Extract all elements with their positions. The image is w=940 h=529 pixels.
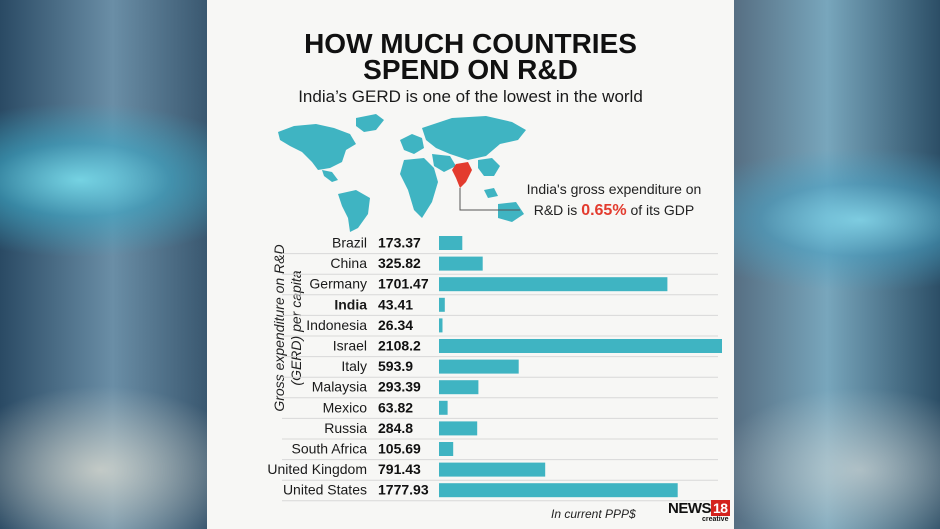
category-label: India: [334, 296, 367, 312]
title-line-1: HOW MUCH COUNTRIES: [304, 28, 637, 59]
category-label: Mexico: [323, 399, 368, 415]
category-label: Israel: [333, 338, 367, 354]
subtitle: India’s GERD is one of the lowest in the…: [298, 87, 643, 106]
logo-text: NEWS: [668, 500, 712, 517]
bar: [439, 400, 448, 415]
category-label: United States: [283, 482, 367, 498]
value-label: 325.82: [378, 255, 421, 271]
india-highlight: [452, 162, 472, 188]
value-label: 293.39: [378, 379, 421, 395]
bar: [439, 297, 445, 312]
callout-line-1: India's gross expenditure on: [526, 181, 702, 197]
bar: [439, 256, 483, 271]
callout-suffix: of its GDP: [626, 202, 695, 218]
category-label: Russia: [324, 420, 367, 436]
category-label: Malaysia: [312, 379, 367, 395]
unit-note: In current PPP$: [551, 507, 636, 521]
value-label: 105.69: [378, 441, 421, 457]
gdp-percent-value: 0.65%: [581, 202, 627, 219]
value-label: 43.41: [378, 296, 413, 312]
news18-logo: NEWS 18 creative: [668, 500, 730, 524]
category-label: Indonesia: [306, 317, 367, 333]
category-label: United Kingdom: [267, 461, 367, 477]
category-label: China: [330, 255, 367, 271]
value-label: 284.8: [378, 420, 413, 436]
bar: [439, 236, 463, 250]
bar: [439, 442, 454, 456]
value-label: 63.82: [378, 399, 413, 415]
callout-note: India's gross expenditure on R&D is 0.65…: [500, 179, 728, 221]
logo-number: 18: [711, 500, 730, 516]
category-label: Italy: [341, 358, 367, 374]
value-label: 593.9: [378, 358, 413, 374]
callout-prefix: R&D is: [533, 202, 582, 218]
category-label: South Africa: [292, 441, 368, 457]
bar: [439, 462, 546, 477]
value-label: 1701.47: [378, 276, 429, 292]
bar: [439, 359, 519, 374]
world-map-icon: [278, 114, 526, 232]
logo-sub: creative: [702, 516, 729, 523]
value-label: 791.43: [378, 461, 421, 477]
bar: [439, 483, 678, 498]
bar: [439, 277, 668, 292]
bar: [439, 421, 478, 436]
value-label: 1777.93: [378, 482, 429, 498]
value-label: 173.37: [378, 235, 421, 251]
callout-line-2: R&D is 0.65% of its GDP: [500, 200, 728, 221]
bar: [439, 318, 443, 333]
bar: [439, 339, 722, 353]
value-label: 26.34: [378, 317, 413, 333]
bar: [439, 380, 479, 395]
title-line-2: SPEND ON R&D: [363, 54, 578, 85]
value-label: 2108.2: [378, 338, 421, 354]
category-label: Brazil: [332, 235, 367, 251]
category-label: Germany: [309, 276, 367, 292]
